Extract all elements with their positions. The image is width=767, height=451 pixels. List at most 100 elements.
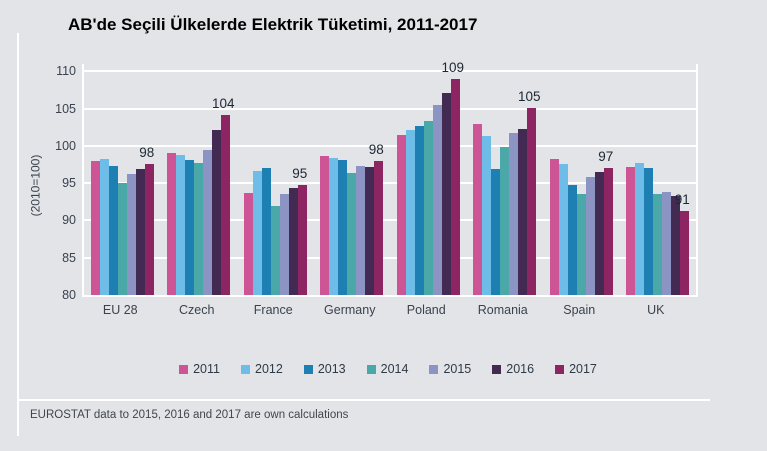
bar-france-2013: [261, 168, 271, 295]
chart-title: AB'de Seçili Ülkelerde Elektrik Tüketimi…: [68, 15, 478, 34]
gridline: [84, 107, 696, 110]
gridline: [84, 182, 696, 185]
legend-year-label: 2011: [193, 362, 220, 376]
bar-eu-28-2012: [99, 158, 109, 295]
x-axis-label-eu-28: EU 28: [102, 303, 138, 317]
x-axis-label-uk: UK: [647, 303, 665, 317]
y-tick-label: 100: [55, 138, 76, 153]
bar-eu-28-2015: [126, 173, 136, 295]
y-tick-label: 95: [62, 176, 76, 191]
legend-swatch-2017: [555, 364, 565, 374]
legend-swatch-2014: [366, 364, 376, 374]
gridline: [84, 70, 696, 73]
bar-eu-28-2016: [135, 169, 145, 295]
bar-france-2017: [297, 185, 307, 295]
panel-left-border: [17, 33, 19, 436]
bar-uk-2011: [626, 166, 636, 295]
gridline: [84, 219, 696, 222]
y-tick-label: 105: [55, 101, 76, 116]
bar-france-2012: [252, 170, 262, 295]
bar-czech-2014: [194, 163, 204, 295]
bar-romania-2015: [509, 133, 519, 295]
bar-czech-2015: [203, 149, 213, 295]
legend-swatch-2016: [492, 364, 502, 374]
bar-uk-2012: [635, 163, 645, 295]
y-tick-label: 110: [56, 64, 76, 79]
legend-year-label: 2015: [443, 362, 472, 376]
legend-year-label: 2017: [569, 362, 597, 376]
bar-poland-2011: [396, 134, 406, 295]
bar-france-2011: [243, 192, 253, 295]
bar-czech-2016: [212, 129, 222, 295]
bar-romania-2016: [518, 128, 528, 295]
legend-year-label: 2013: [317, 362, 346, 376]
bar-poland-2015: [432, 104, 442, 295]
bar-france-2014: [270, 205, 280, 295]
bar-value-label: 97: [598, 148, 614, 164]
bar-uk-2013: [644, 167, 654, 295]
legend: 2011 2012 2013 2014 2015 2016 2017: [82, 362, 694, 376]
bar-spain-2013: [567, 184, 577, 295]
legend-item-2016: 2016: [492, 362, 534, 376]
legend-swatch-2012: [241, 364, 250, 374]
legend-year-label: 2012: [255, 362, 283, 376]
legend-item-2014: 2014: [366, 362, 409, 376]
bar-poland-2016: [441, 93, 451, 295]
bar-poland-2017: [450, 78, 460, 295]
bar-czech-2017: [221, 115, 231, 295]
bar-germany-2012: [329, 157, 339, 295]
footer-divider: [17, 399, 710, 401]
bar-value-label: 91: [674, 191, 690, 207]
bar-romania-2012: [482, 136, 492, 295]
legend-item-2015: 2015: [429, 362, 471, 376]
bar-romania-2013: [491, 169, 501, 295]
y-tick-label: 90: [62, 213, 76, 228]
bar-eu-28-2013: [108, 166, 118, 295]
bar-spain-2016: [594, 172, 604, 295]
bar-czech-2011: [167, 153, 177, 295]
bar-germany-2015: [356, 166, 366, 295]
y-tick-label: 80: [62, 288, 76, 302]
bar-value-label: 95: [292, 166, 308, 182]
bar-spain-2017: [603, 167, 613, 295]
legend-swatch-2011: [179, 364, 189, 374]
legend-item-2013: 2013: [303, 362, 346, 376]
bar-spain-2011: [549, 158, 559, 295]
bar-value-label: 105: [517, 88, 541, 104]
legend-item-2011: 2011: [179, 362, 220, 376]
x-axis-label-france: France: [253, 303, 293, 317]
gridline: [84, 256, 696, 259]
footnote: EUROSTAT data to 2015, 2016 and 2017 are…: [30, 409, 349, 421]
bar-uk-2015: [662, 192, 672, 295]
bar-germany-2016: [365, 166, 375, 295]
x-axis-label-czech: Czech: [179, 303, 215, 317]
bar-poland-2013: [414, 125, 424, 295]
bar-uk-2017: [680, 210, 690, 295]
legend-year-label: 2016: [506, 362, 535, 376]
bar-romania-2011: [473, 123, 483, 295]
bar-germany-2013: [338, 160, 348, 295]
bar-value-label: 98: [139, 144, 155, 160]
gridline: [84, 144, 696, 147]
legend-item-2012: 2012: [241, 362, 283, 376]
bar-uk-2016: [671, 195, 681, 295]
legend-swatch-2013: [303, 364, 313, 374]
y-tick-label: 85: [62, 250, 76, 265]
bar-eu-28-2011: [90, 160, 100, 295]
bar-france-2016: [288, 188, 298, 295]
bar-romania-2017: [527, 107, 537, 295]
plot-area: 98 104 95 98 109 105 97 91: [82, 60, 698, 297]
bar-value-label: 104: [211, 96, 235, 112]
legend-year-label: 2014: [380, 362, 409, 376]
bar-value-label: 98: [368, 141, 384, 157]
bar-eu-28-2014: [117, 183, 127, 295]
bar-czech-2013: [185, 160, 195, 295]
legend-swatch-2015: [429, 364, 439, 374]
bar-czech-2012: [176, 154, 186, 295]
bar-eu-28-2017: [144, 163, 154, 295]
bar-france-2015: [279, 193, 289, 295]
bar-romania-2014: [500, 147, 510, 295]
bar-spain-2012: [558, 163, 568, 295]
x-axis-label-poland: Poland: [406, 303, 446, 317]
legend-item-2017: 2017: [555, 362, 597, 376]
